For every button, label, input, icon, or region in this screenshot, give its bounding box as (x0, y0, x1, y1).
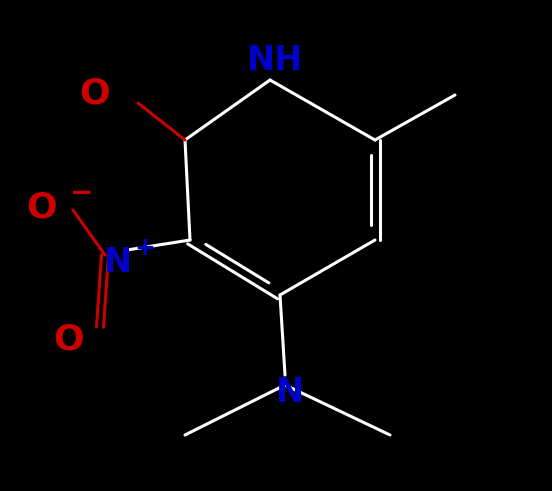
Text: O: O (79, 76, 110, 110)
Text: −: − (70, 179, 94, 207)
Text: O: O (26, 191, 57, 225)
Text: O: O (54, 323, 84, 357)
Text: NH: NH (247, 44, 303, 77)
Text: +: + (135, 236, 156, 260)
Text: N: N (104, 246, 132, 278)
Text: N: N (276, 376, 304, 409)
